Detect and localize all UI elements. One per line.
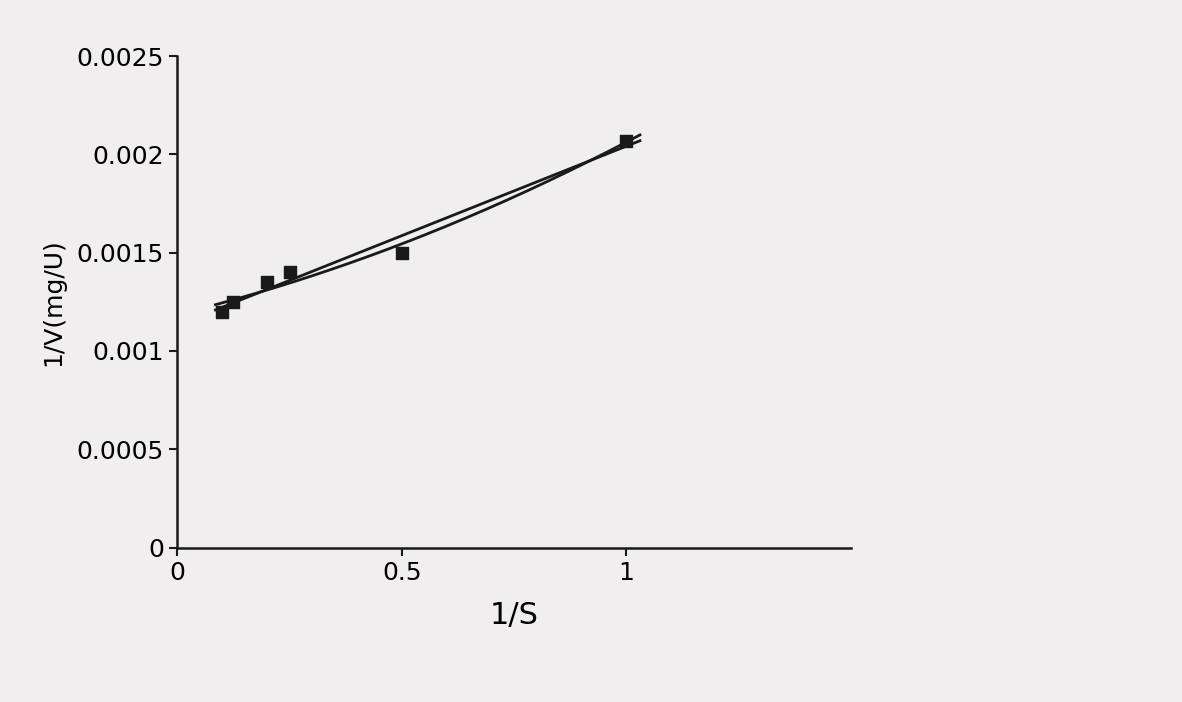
Point [213, 306, 232, 317]
X-axis label: 1/S: 1/S [489, 602, 539, 630]
Point [223, 296, 243, 307]
Y-axis label: 1/V(mg/U): 1/V(mg/U) [41, 238, 66, 366]
Point [258, 277, 277, 288]
Point [392, 247, 411, 258]
Point [617, 135, 636, 146]
Point [280, 267, 299, 278]
